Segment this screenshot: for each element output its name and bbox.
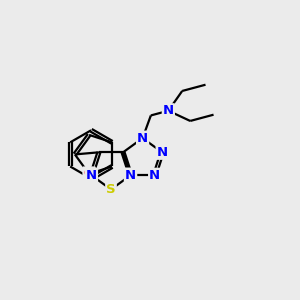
Text: N: N [163, 104, 174, 117]
Text: N: N [149, 169, 160, 182]
Text: O: O [83, 167, 95, 180]
Text: N: N [137, 132, 148, 145]
Text: N: N [125, 169, 136, 182]
Text: N: N [157, 146, 168, 159]
Text: N: N [125, 169, 136, 182]
Text: S: S [106, 183, 116, 196]
Text: N: N [86, 169, 97, 182]
